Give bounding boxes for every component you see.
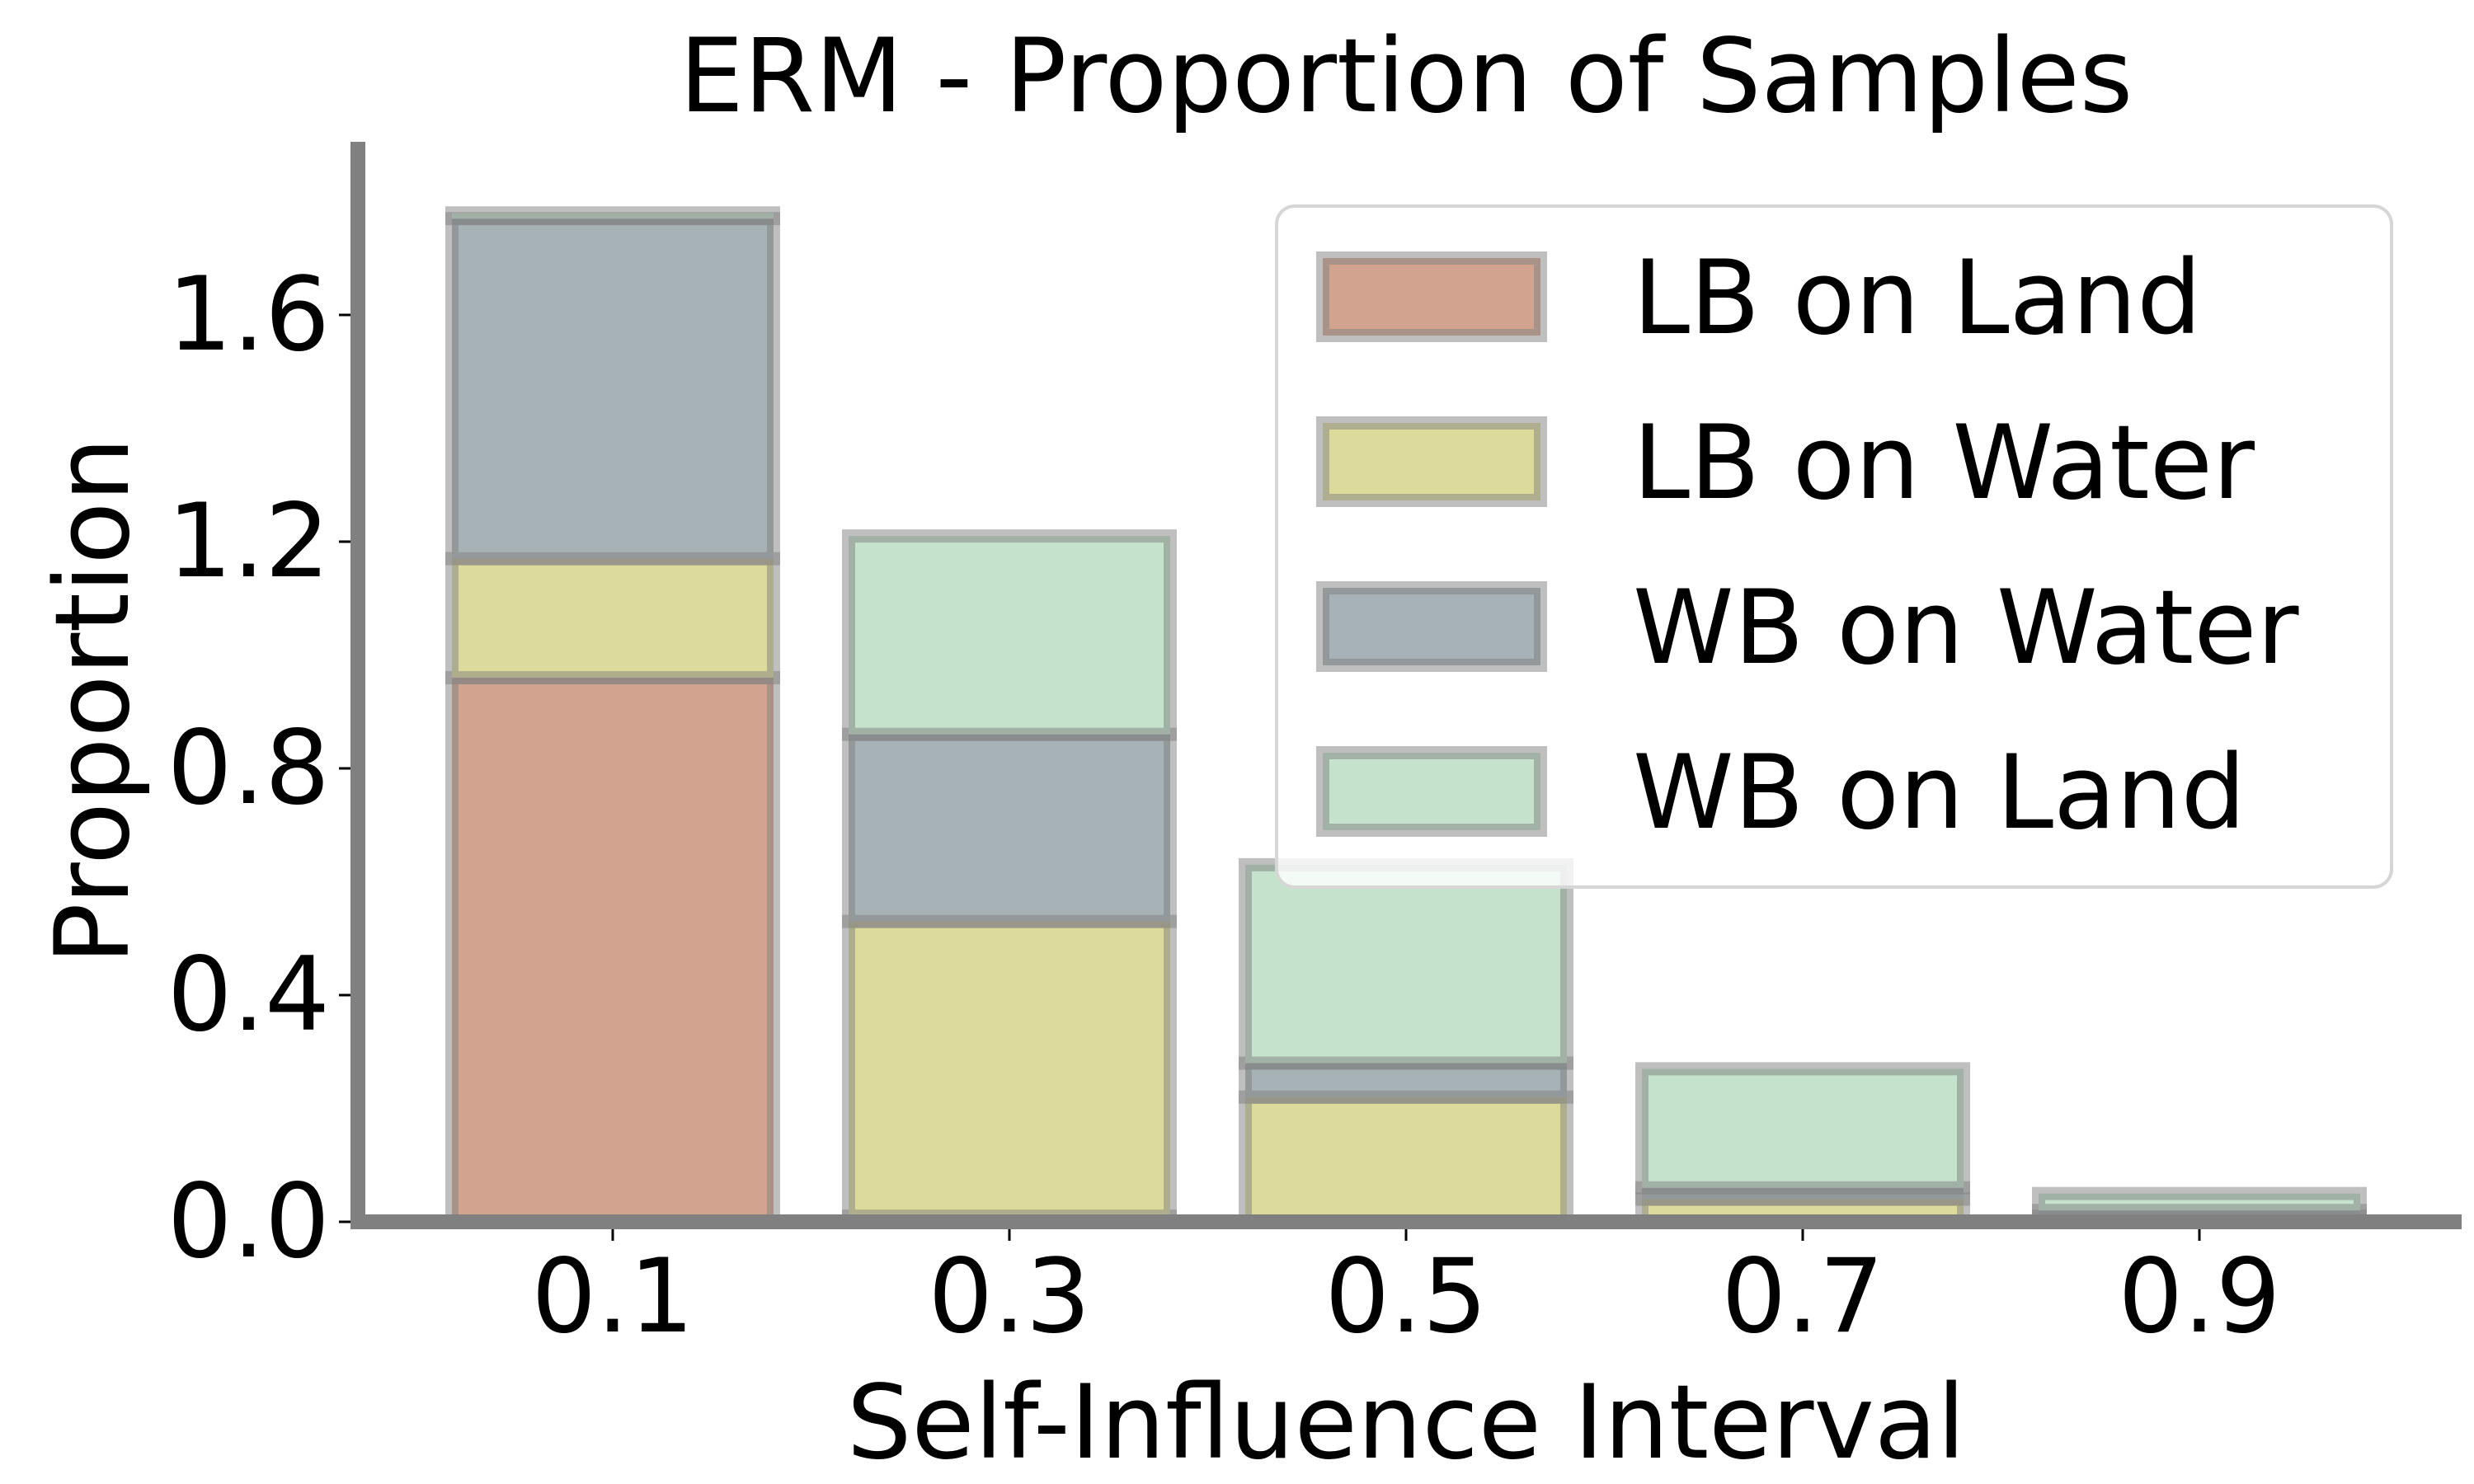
legend-label-lb-on-land: LB on Land bbox=[1633, 239, 2202, 358]
x-tick-label: 0.9 bbox=[2118, 1237, 2280, 1356]
y-tick-label: 1.6 bbox=[167, 256, 330, 374]
y-tick-label: 0.8 bbox=[167, 709, 330, 828]
bar-wb-on-land-0-9 bbox=[2032, 1186, 2367, 1218]
bar-wb-on-land-0-1 bbox=[445, 206, 780, 226]
chart-title: ERM - Proportion of Samples bbox=[680, 17, 2133, 136]
axes-layer bbox=[350, 142, 2462, 1229]
x-tick-label: 0.3 bbox=[928, 1237, 1090, 1356]
y-tick-label: 0.4 bbox=[167, 936, 330, 1054]
x-tick-label: 0.1 bbox=[531, 1237, 694, 1356]
legend-label-wb-on-land: WB on Land bbox=[1633, 734, 2246, 852]
x-tick-label: 0.5 bbox=[1324, 1237, 1487, 1356]
legend-label-wb-on-water: WB on Water bbox=[1633, 569, 2299, 688]
y-tick-label: 1.2 bbox=[167, 482, 330, 601]
legend-swatch-wb-on-land bbox=[1316, 746, 1547, 837]
bar-wb-on-land-0-5 bbox=[1239, 857, 1573, 1070]
legend: LB on Land LB on Water WB on Water WB on La… bbox=[1275, 204, 2393, 889]
legend-swatch-lb-on-water bbox=[1316, 416, 1547, 507]
x-tick-label: 0.7 bbox=[1721, 1237, 1884, 1356]
bar-lb-on-land-0-1 bbox=[445, 671, 780, 1228]
bar-wb-on-land-0-3 bbox=[842, 529, 1177, 741]
legend-swatch-lb-on-land bbox=[1316, 251, 1547, 342]
legend-label-lb-on-water: LB on Water bbox=[1633, 404, 2255, 523]
ticks-layer: 0.0 0.4 0.8 1.2 1.6 0.1 0.3 0.5 0.7 0.9 bbox=[167, 256, 2281, 1356]
x-axis-label: Self-Influence Interval bbox=[847, 1364, 1966, 1482]
legend-frame bbox=[1275, 204, 2393, 889]
bar-lb-on-water-0-3 bbox=[842, 914, 1177, 1223]
bar-lb-on-water-0-1 bbox=[445, 552, 780, 684]
bars-layer bbox=[445, 206, 2367, 1228]
y-tick-label: 0.0 bbox=[167, 1162, 330, 1281]
legend-swatch-wb-on-water bbox=[1316, 581, 1547, 672]
y-axis-label: Proportion bbox=[34, 437, 153, 965]
bar-lb-on-water-0-5 bbox=[1239, 1090, 1573, 1228]
bar-wb-on-water-0-3 bbox=[842, 727, 1177, 928]
bar-wb-on-water-0-1 bbox=[445, 212, 780, 566]
bar-wb-on-land-0-7 bbox=[1635, 1062, 1970, 1195]
